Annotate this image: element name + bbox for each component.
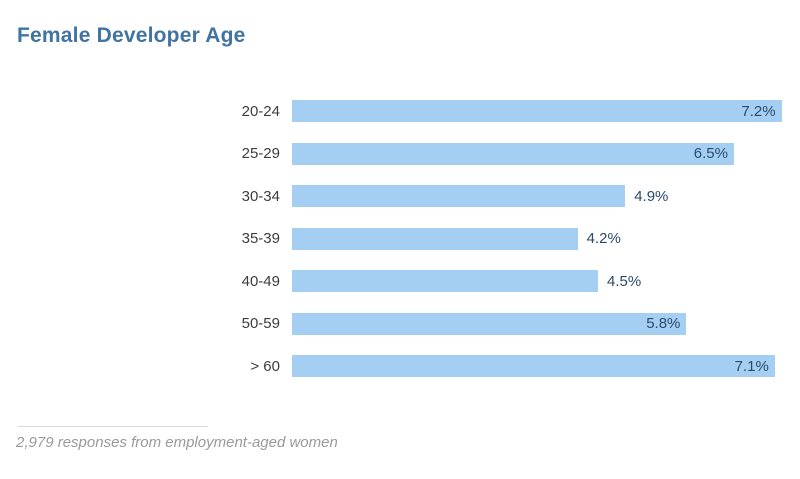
bar: 7.2% bbox=[292, 100, 782, 123]
value-label: 6.5% bbox=[693, 145, 728, 163]
value-label: 4.2% bbox=[586, 230, 621, 248]
category-label: 35-39 bbox=[241, 230, 280, 248]
chart-row: 40-49 4.5% bbox=[0, 260, 800, 303]
bar: 5.8% bbox=[292, 312, 687, 335]
chart-row: 35-39 4.2% bbox=[0, 218, 800, 261]
bar-track: 4.9% bbox=[292, 185, 800, 208]
bar-track: 7.2% bbox=[292, 100, 800, 123]
footnote-rule bbox=[18, 426, 208, 427]
chart-title: Female Developer Age bbox=[17, 24, 246, 47]
chart-row: > 60 7.1% bbox=[0, 345, 800, 388]
category-label: 20-24 bbox=[241, 102, 280, 120]
bar-chart: 20-24 7.2% 25-29 6.5% 30-34 4.9% 35-39 4.2% 40-4… bbox=[0, 90, 800, 388]
category-label: 40-49 bbox=[241, 272, 280, 290]
value-label: 5.8% bbox=[646, 315, 681, 333]
category-label: 50-59 bbox=[241, 315, 280, 333]
value-label: 7.1% bbox=[734, 357, 769, 375]
value-label: 4.5% bbox=[607, 272, 642, 290]
bar-track: 4.5% bbox=[292, 270, 800, 293]
bar: 7.1% bbox=[292, 355, 775, 378]
bar bbox=[292, 185, 626, 208]
bar bbox=[292, 227, 578, 250]
bar-track: 4.2% bbox=[292, 227, 800, 250]
bar bbox=[292, 270, 598, 293]
footnote: 2,979 responses from employment-aged wom… bbox=[16, 434, 338, 451]
value-label: 4.9% bbox=[634, 187, 669, 205]
chart-row: 20-24 7.2% bbox=[0, 90, 800, 133]
category-label: > 60 bbox=[250, 357, 280, 375]
bar: 6.5% bbox=[292, 142, 734, 165]
value-label: 7.2% bbox=[741, 102, 776, 120]
chart-row: 30-34 4.9% bbox=[0, 175, 800, 218]
chart-row: 50-59 5.8% bbox=[0, 303, 800, 346]
category-label: 30-34 bbox=[241, 187, 280, 205]
chart-row: 25-29 6.5% bbox=[0, 133, 800, 176]
category-label: 25-29 bbox=[241, 145, 280, 163]
bar-track: 7.1% bbox=[292, 355, 800, 378]
bar-track: 6.5% bbox=[292, 142, 800, 165]
bar-track: 5.8% bbox=[292, 312, 800, 335]
